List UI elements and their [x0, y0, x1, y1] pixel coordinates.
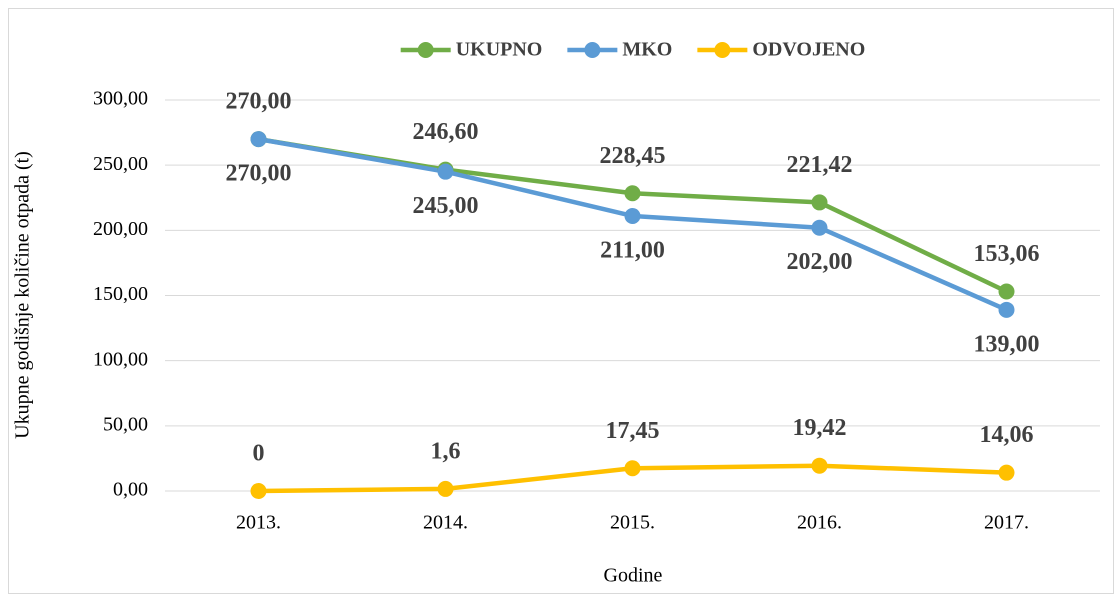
data-label: 246,60: [413, 119, 479, 145]
data-label: 228,45: [600, 143, 666, 169]
data-label: 1,6: [431, 438, 461, 464]
marker: [624, 460, 641, 477]
x-tick-label: 2015.: [610, 512, 655, 534]
y-tick-label: 150,00: [93, 283, 148, 305]
x-tick-label: 2016.: [797, 512, 842, 534]
marker: [811, 219, 828, 236]
y-tick-label: 0,00: [113, 479, 148, 501]
marker: [998, 464, 1015, 481]
data-label: 17,45: [606, 418, 660, 444]
legend-label: MKO: [622, 39, 672, 61]
marker: [998, 301, 1015, 318]
data-label: 19,42: [793, 415, 847, 441]
marker: [437, 480, 454, 497]
data-label: 139,00: [974, 331, 1040, 357]
marker: [250, 483, 267, 499]
marker: [811, 194, 828, 211]
data-label: 270,00: [226, 89, 292, 115]
data-label: 0: [253, 441, 265, 467]
marker: [437, 163, 454, 180]
data-label: 153,06: [974, 241, 1040, 267]
x-tick-label: 2013.: [236, 512, 281, 534]
marker: [624, 185, 641, 202]
data-label: 245,00: [413, 193, 479, 219]
legend-label: UKUPNO: [456, 39, 543, 61]
chart-border: [8, 8, 1114, 594]
data-label: 270,00: [226, 161, 292, 187]
data-label: 14,06: [980, 422, 1034, 448]
data-label: 211,00: [600, 237, 665, 263]
x-axis-label: Godine: [604, 565, 663, 587]
y-tick-label: 300,00: [93, 88, 148, 110]
y-tick-label: 250,00: [93, 153, 148, 175]
y-tick-label: 100,00: [93, 348, 148, 370]
marker: [250, 131, 267, 148]
legend-label: ODVOJENO: [752, 39, 865, 61]
x-tick-label: 2014.: [423, 512, 468, 534]
legend-marker: [417, 42, 434, 58]
y-tick-label: 200,00: [93, 218, 148, 240]
marker: [811, 457, 828, 474]
legend-marker: [714, 42, 731, 58]
data-label: 221,42: [787, 152, 853, 178]
y-axis-label: Ukupne godišnje količine otpada (t): [12, 151, 34, 439]
data-label: 202,00: [787, 249, 853, 275]
marker: [998, 283, 1015, 300]
marker: [624, 207, 641, 224]
x-tick-label: 2017.: [984, 512, 1029, 534]
legend-marker: [584, 42, 601, 58]
y-tick-label: 50,00: [103, 413, 148, 435]
